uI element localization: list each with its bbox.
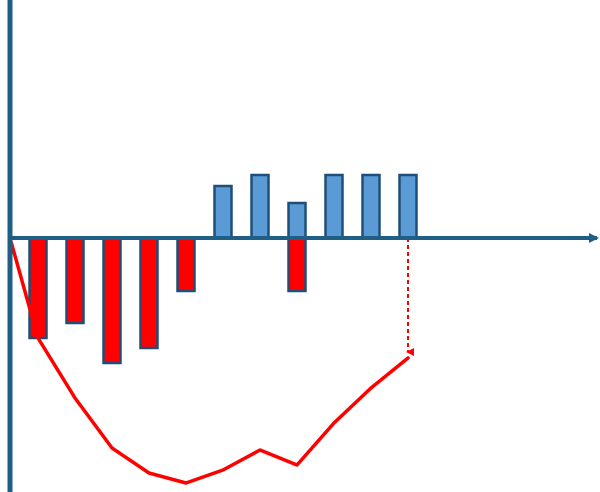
negative-bar-5 <box>176 236 196 293</box>
positive-bar-11 <box>361 173 381 240</box>
cumulative-curve <box>8 236 410 485</box>
negative-bar-9 <box>287 236 307 293</box>
negative-bar-2 <box>65 236 85 325</box>
negative-bar-4 <box>139 236 159 350</box>
negative-bar-3 <box>102 236 122 365</box>
positive-bar-10 <box>324 173 344 240</box>
positive-bar-12 <box>398 173 418 240</box>
positive-bar-7 <box>250 173 270 240</box>
positive-bar-8 <box>287 201 307 240</box>
positive-bar-6 <box>213 184 233 240</box>
